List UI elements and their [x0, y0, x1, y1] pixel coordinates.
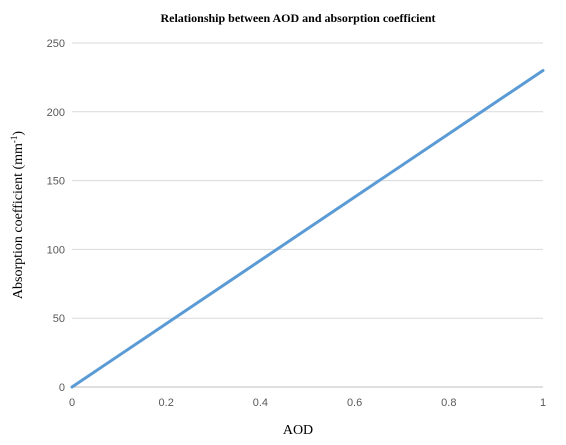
chart-title: Relationship between AOD and absorption …	[160, 11, 435, 25]
x-tick-label: 0.6	[347, 397, 362, 409]
series-line-0	[70, 69, 545, 389]
x-tick-label: 0.4	[253, 397, 268, 409]
x-tick-label: 0.2	[159, 397, 174, 409]
x-tick-label: 0.8	[441, 397, 456, 409]
x-tick-labels: 0 0.2 0.4 0.6 0.8 1	[69, 397, 546, 409]
x-tick-label: 1	[540, 397, 546, 409]
y-tick-label: 150	[47, 176, 65, 188]
series-lines	[70, 69, 545, 389]
y-tick-label: 50	[53, 313, 65, 325]
gridlines	[72, 42, 543, 388]
y-tick-label: 250	[47, 38, 65, 50]
x-axis-title: AOD	[283, 423, 313, 438]
y-tick-labels: 0 50 100 150 200 250	[47, 38, 65, 394]
y-axis-title-main: Absorption coefficient (mm	[11, 143, 26, 299]
y-tick-label: 0	[59, 382, 65, 394]
y-tick-label: 200	[47, 107, 65, 119]
y-axis-title-close: )	[11, 131, 26, 136]
x-tick-label: 0	[69, 397, 75, 409]
y-axis-title: Absorption coefficient (mm-1)	[9, 131, 26, 300]
y-tick-label: 100	[47, 244, 65, 256]
y-axis-title-superscript: -1	[9, 136, 19, 144]
